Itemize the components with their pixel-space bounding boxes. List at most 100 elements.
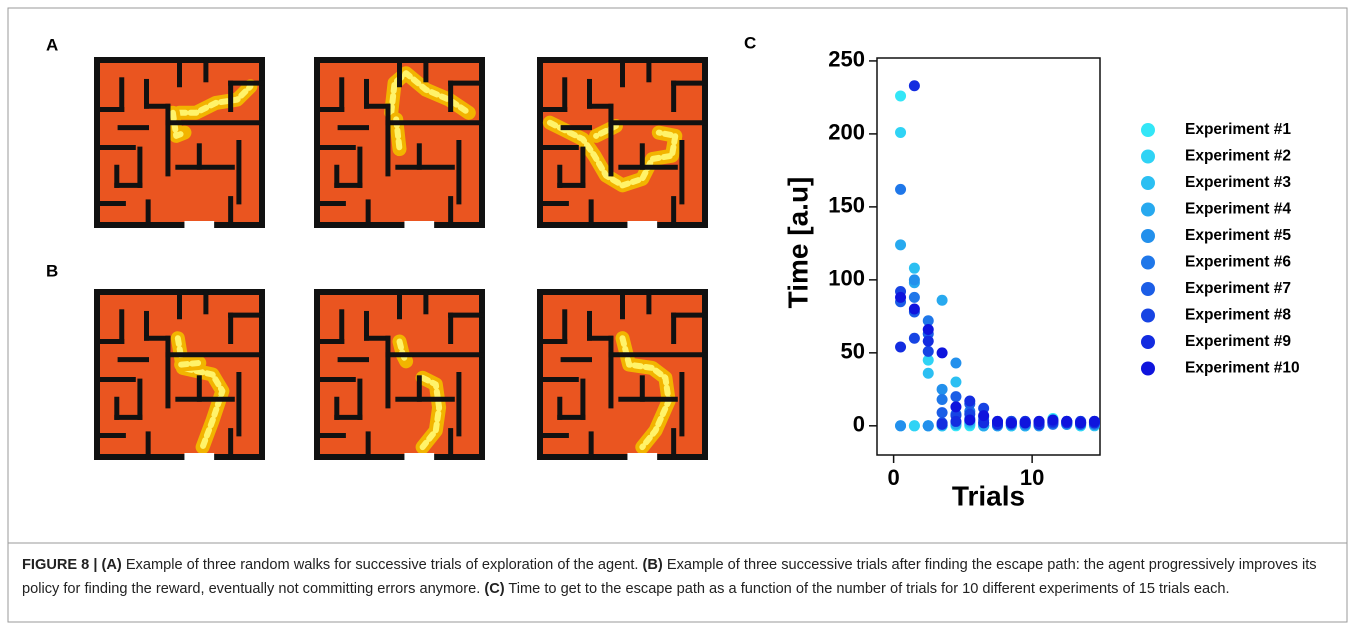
legend-label: Experiment #3	[1185, 174, 1291, 191]
data-point	[895, 341, 907, 353]
maze-floor	[537, 289, 708, 460]
maze	[537, 57, 708, 229]
heat-trail-core	[178, 359, 203, 368]
data-point	[922, 345, 934, 357]
data-point	[936, 383, 948, 395]
plot-frame	[876, 57, 1101, 456]
legend-marker	[1141, 361, 1155, 376]
data-point	[922, 315, 934, 327]
legend-marker	[1141, 229, 1155, 243]
x-tick-label: 0	[887, 465, 899, 490]
legend-label: Experiment #7	[1185, 280, 1291, 297]
data-point	[992, 415, 1004, 427]
maze	[94, 289, 265, 461]
data-point	[936, 407, 948, 419]
legend-marker	[1141, 202, 1155, 217]
figure-frame	[7, 7, 1348, 623]
data-point	[908, 332, 920, 344]
data-point	[1047, 414, 1059, 426]
data-point	[908, 262, 920, 274]
data-point	[950, 357, 962, 369]
legend-label: Experiment #8	[1185, 307, 1291, 324]
data-point	[1075, 417, 1087, 429]
data-point	[964, 414, 976, 426]
legend-label: Experiment #6	[1185, 254, 1291, 271]
data-point	[936, 394, 948, 406]
figure-caption: FIGURE 8 | (A) Example of three random w…	[22, 553, 1332, 601]
data-point	[908, 420, 920, 432]
data-point	[1088, 415, 1100, 427]
maze-exit	[404, 221, 435, 229]
data-point	[922, 335, 934, 347]
y-tick-label: 50	[841, 339, 865, 364]
data-point	[936, 294, 948, 306]
maze	[314, 289, 485, 461]
legend-marker	[1141, 123, 1155, 137]
maze-exit	[184, 453, 215, 461]
legend-marker	[1141, 255, 1155, 270]
data-point	[950, 401, 962, 413]
data-point	[895, 90, 907, 102]
x-tick-label: 10	[1020, 465, 1044, 490]
x-axis-label: Trials	[952, 480, 1025, 511]
caption-text: Example of three random walks for succes…	[121, 557, 643, 573]
data-point	[1033, 415, 1045, 427]
maze	[537, 289, 708, 461]
data-point	[1005, 417, 1017, 429]
y-tick-label: 150	[828, 193, 865, 218]
caption-text: FIGURE 8 | (A)	[22, 557, 122, 573]
caption-text: (C)	[484, 581, 505, 597]
panel-label: B	[46, 261, 58, 280]
heat-trail-core	[176, 83, 254, 116]
data-point	[922, 354, 934, 366]
legend-marker	[1141, 308, 1155, 323]
heat-trail-core	[619, 335, 672, 451]
data-point	[895, 183, 907, 195]
legend-marker	[1141, 282, 1155, 296]
maze-panels	[94, 57, 708, 461]
legend-label: Experiment #4	[1185, 201, 1291, 218]
data-point	[950, 391, 962, 403]
data-point	[922, 367, 934, 379]
maze	[314, 57, 485, 229]
y-tick-label: 0	[853, 412, 865, 437]
panel-label: C	[744, 33, 756, 52]
y-tick-label: 250	[828, 47, 865, 72]
data-point	[895, 239, 907, 251]
legend-marker	[1141, 149, 1155, 164]
maze-exit	[184, 221, 215, 229]
legend-marker	[1141, 176, 1155, 190]
legend-label: Experiment #2	[1185, 148, 1291, 165]
data-point	[908, 291, 920, 303]
data-point	[908, 274, 920, 286]
data-point	[936, 347, 948, 359]
maze-exit	[627, 221, 658, 229]
data-point	[936, 418, 948, 430]
data-point	[895, 291, 907, 303]
legend-label: Experiment #1	[1185, 121, 1291, 138]
heat-trail-core	[546, 119, 679, 189]
panel-label: A	[46, 35, 58, 54]
data-point	[950, 415, 962, 427]
caption-text: (B)	[642, 557, 663, 573]
data-point	[895, 420, 907, 432]
y-axis-label: Time [a.u]	[782, 177, 813, 309]
data-point	[964, 395, 976, 407]
data-point	[922, 323, 934, 335]
data-point	[895, 126, 907, 138]
y-tick-label: 200	[828, 120, 865, 145]
data-point	[908, 80, 920, 92]
data-point	[978, 410, 990, 422]
caption-text: Time to get to the escape path as a func…	[504, 581, 1230, 597]
data-point	[950, 376, 962, 388]
maze	[94, 57, 265, 229]
data-point	[1061, 415, 1073, 427]
maze-exit	[627, 453, 658, 461]
caption-text: Example of three successive trials after…	[22, 557, 1317, 597]
data-point	[1019, 417, 1031, 429]
data-point	[908, 303, 920, 315]
y-tick-label: 100	[828, 266, 865, 291]
legend-label: Experiment #9	[1185, 333, 1291, 350]
